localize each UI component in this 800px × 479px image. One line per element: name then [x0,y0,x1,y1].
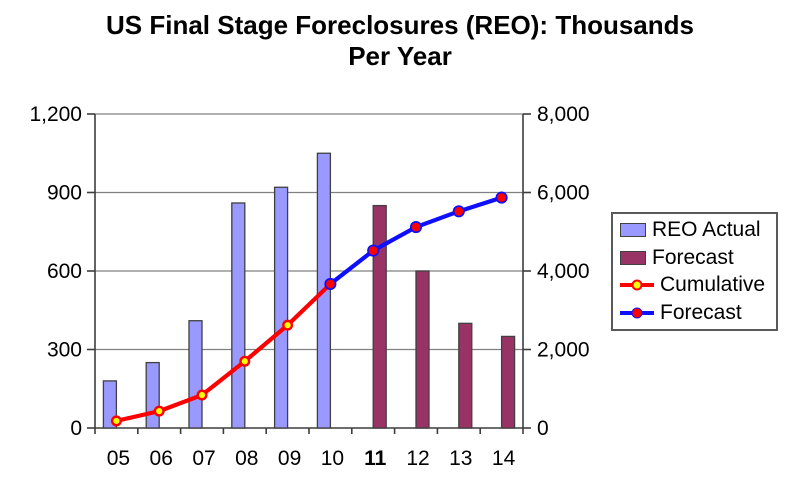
right-axis-tick-label: 6,000 [537,182,590,205]
bar-reo-actual-07 [188,320,203,429]
x-axis-label-05: 05 [107,447,130,470]
right-axis-tick-label: 0 [537,417,549,440]
bar-reo-actual-06 [145,361,160,429]
x-axis-label-07: 07 [192,447,215,470]
x-axis-label-13: 13 [449,447,472,470]
left-axis-tick-label: 1,200 [29,103,82,126]
right-axis-tick-label: 8,000 [537,103,590,126]
legend-marker-icon [631,307,643,319]
cumulative-line [114,281,333,424]
forecast-marker-10 [324,277,337,291]
x-axis-label-10: 10 [321,447,344,470]
bar-forecast-13 [458,322,473,429]
cumulative-marker-06 [153,405,165,417]
bar-forecast-12 [415,270,430,429]
legend-item-forecast: Forecast [620,301,776,325]
legend-label: Forecast [660,301,742,325]
cumulative-marker-09 [282,319,294,331]
x-axis-label-11: 11 [364,447,387,470]
right-axis-tick-label: 2,000 [537,339,590,362]
x-axis-label-09: 09 [278,447,301,470]
chart-title-line-2: Per Year [348,41,452,71]
forecast-marker-12 [409,220,423,234]
x-axis-label-14: 14 [492,447,516,470]
legend-item-forecast: Forecast [620,246,776,270]
right-axis-tick-label: 4,000 [537,260,590,283]
cumulative-marker-05 [110,415,122,427]
bar-reo-actual-08 [231,202,246,429]
cumulative-marker-07 [196,389,208,401]
bar-forecast-11 [372,204,387,429]
left-axis-tick-label: 300 [47,339,82,362]
bar-reo-actual-09 [273,186,289,429]
legend-marker-icon [631,279,643,291]
forecast-marker-14 [495,191,508,204]
bar-reo-actual-05 [102,380,118,429]
legend-item-reo-actual: REO Actual [620,218,776,242]
chart-title: US Final Stage Foreclosures (REO): Thous… [0,10,800,72]
legend-item-cumulative: Cumulative [620,273,776,297]
legend-label: Forecast [652,245,734,269]
left-axis-tick-label: 0 [70,417,82,440]
chart-title-line-1: US Final Stage Foreclosures (REO): Thous… [106,10,694,40]
legend-bar-swatch-icon [620,250,646,265]
legend-label: REO Actual [652,217,761,241]
legend-line-sample-icon [620,305,654,321]
forecast-marker-13 [452,205,465,218]
legend-bar-swatch-icon [620,222,646,237]
bar-forecast-14 [500,335,516,429]
x-axis-label-12: 12 [406,447,429,470]
legend: REO Actual Forecast Cumulative Forecast [611,212,778,331]
left-axis-tick-label: 600 [47,260,82,283]
forecast-marker-11 [367,244,380,257]
left-axis-tick-label: 900 [47,182,82,205]
x-axis-label-06: 06 [150,447,173,470]
cumulative-marker-08 [239,355,251,367]
x-axis-label-08: 08 [235,447,258,470]
legend-line-sample-icon [620,277,654,293]
legend-label: Cumulative [660,273,766,297]
